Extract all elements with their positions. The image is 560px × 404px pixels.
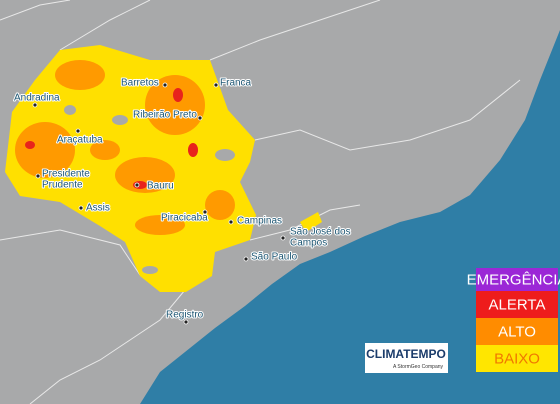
borders [0,0,521,404]
logo-subtitle: A StormGeo Company [393,364,444,370]
legend-swatch [476,318,558,345]
city-dot [213,82,219,88]
city-label: Campos [290,238,327,249]
city-label: Araçatuba [57,135,103,146]
city-label: Barretos [121,78,159,89]
city-label: Campinas [237,216,282,227]
city-label: Bauru [147,181,174,192]
legend-label: ALTO [498,323,536,340]
city-dot [35,173,41,179]
ocean [140,30,560,404]
legend-label: BAIXO [494,350,540,367]
city-label: Piracicaba [161,213,208,224]
city-label: Assis [86,203,110,214]
city-dot [78,205,84,211]
city-label: Registro [166,310,204,321]
city-dot [75,128,81,134]
logo-title: CLIMATEMPO [366,347,446,361]
city-label: Prudente [42,180,83,191]
city-dot [280,235,286,241]
city-dot [243,256,249,262]
city-dot [183,319,189,325]
logo-box [365,343,448,373]
legend-label: EMERGÊNCIA [467,271,560,288]
city-label: Ribeirão Preto [133,110,197,121]
city-label: São José dos [290,227,351,238]
legend-swatch [476,268,558,291]
legend-label: ALERTA [489,296,546,313]
cities: Andradina Barretos Franca Ribeirão Preto Ara… [13,77,352,325]
city-label: Franca [220,78,252,89]
city-dot [134,182,140,188]
city-dot [228,219,234,225]
city-dot [197,115,203,121]
city-label: Andradina [14,93,60,104]
city-dot [202,209,208,215]
legend: EMERGÊNCIA ALERTA ALTO BAIXO [467,268,560,372]
legend-swatch [476,291,558,318]
city-label: Presidente [42,169,90,180]
city-label: São Paulo [251,252,298,263]
city-dot [32,102,38,108]
legend-swatch [476,345,558,372]
risk-area [5,45,322,292]
city-dot [162,82,168,88]
